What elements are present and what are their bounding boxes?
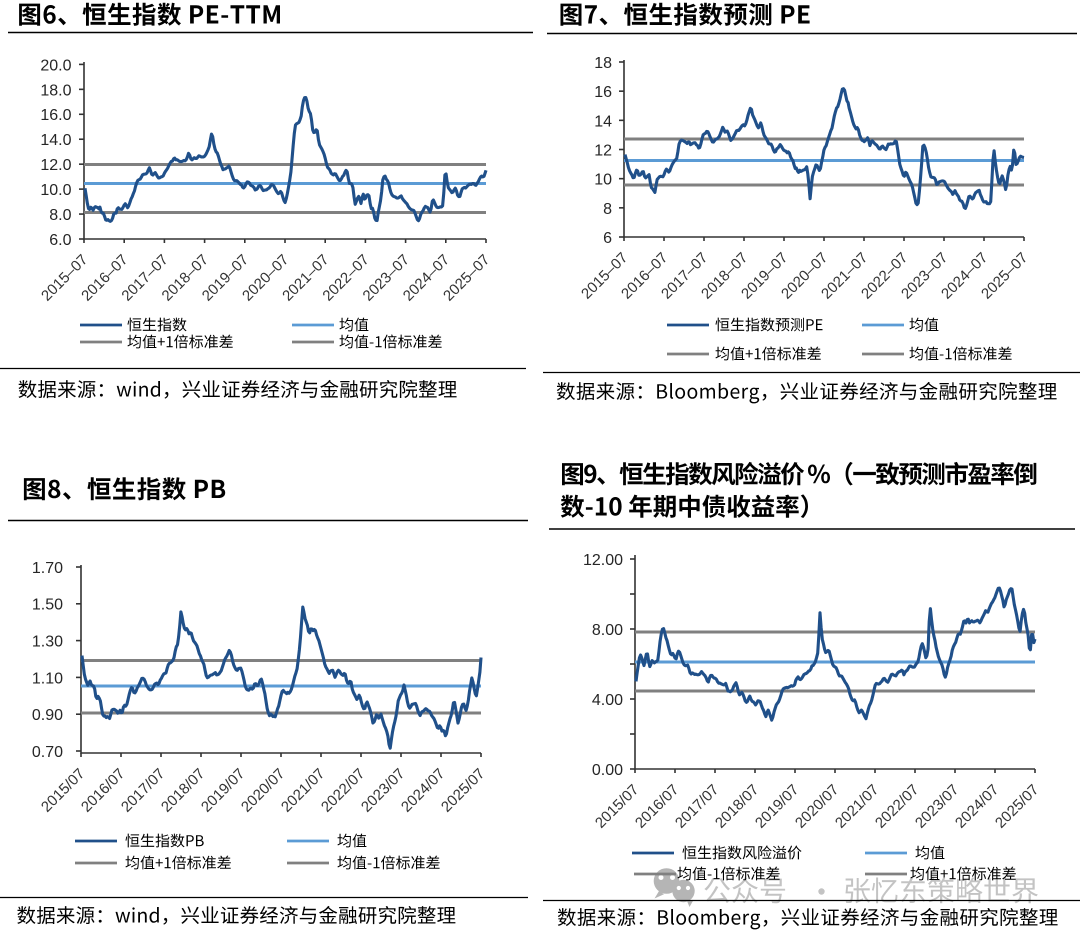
svg-text:12.0: 12.0: [40, 157, 71, 174]
svg-text:16: 16: [594, 84, 612, 101]
svg-text:2019/07: 2019/07: [198, 765, 248, 815]
svg-text:2020/07: 2020/07: [238, 765, 288, 815]
svg-text:8.00: 8.00: [592, 622, 623, 639]
svg-text:2024/07: 2024/07: [398, 765, 448, 815]
svg-text:2022/07: 2022/07: [872, 781, 922, 831]
svg-text:6.0: 6.0: [49, 232, 71, 249]
svg-text:2016/07: 2016/07: [78, 765, 128, 815]
svg-text:2018/07: 2018/07: [158, 765, 208, 815]
svg-text:2017/07: 2017/07: [672, 781, 722, 831]
svg-text:0.70: 0.70: [32, 744, 63, 761]
svg-text:2021/07: 2021/07: [278, 765, 328, 815]
svg-text:10: 10: [594, 172, 612, 189]
svg-text:2022/07: 2022/07: [318, 765, 368, 815]
svg-text:2019/07: 2019/07: [752, 781, 802, 831]
svg-text:2023/07: 2023/07: [358, 765, 408, 815]
svg-text:2015/07: 2015/07: [38, 765, 88, 815]
svg-text:12.00: 12.00: [583, 552, 623, 569]
svg-text:18.0: 18.0: [40, 82, 71, 99]
svg-text:1.50: 1.50: [32, 597, 63, 614]
svg-text:12: 12: [594, 142, 612, 159]
svg-text:4.00: 4.00: [592, 692, 623, 709]
svg-text:2018/07: 2018/07: [712, 781, 762, 831]
svg-text:2025/07: 2025/07: [438, 765, 488, 815]
svg-text:2015/07: 2015/07: [592, 781, 642, 831]
svg-text:1.10: 1.10: [32, 670, 63, 687]
svg-text:6: 6: [603, 230, 612, 247]
svg-text:2025/07: 2025/07: [992, 781, 1042, 831]
svg-text:2017/07: 2017/07: [118, 765, 168, 815]
svg-text:8: 8: [603, 201, 612, 218]
svg-text:2016/07: 2016/07: [632, 781, 682, 831]
svg-text:1.30: 1.30: [32, 634, 63, 651]
svg-text:14: 14: [594, 113, 612, 130]
svg-text:1.70: 1.70: [32, 560, 63, 577]
svg-text:2023/07: 2023/07: [912, 781, 962, 831]
svg-text:0.90: 0.90: [32, 707, 63, 724]
svg-text:8.0: 8.0: [49, 207, 71, 224]
svg-text:2021/07: 2021/07: [832, 781, 882, 831]
svg-text:16.0: 16.0: [40, 107, 71, 124]
svg-text:10.0: 10.0: [40, 182, 71, 199]
svg-text:20.0: 20.0: [40, 57, 71, 74]
svg-text:18: 18: [594, 55, 612, 72]
svg-text:2020/07: 2020/07: [792, 781, 842, 831]
svg-text:14.0: 14.0: [40, 132, 71, 149]
svg-text:2024/07: 2024/07: [952, 781, 1002, 831]
svg-text:0.00: 0.00: [592, 762, 623, 779]
